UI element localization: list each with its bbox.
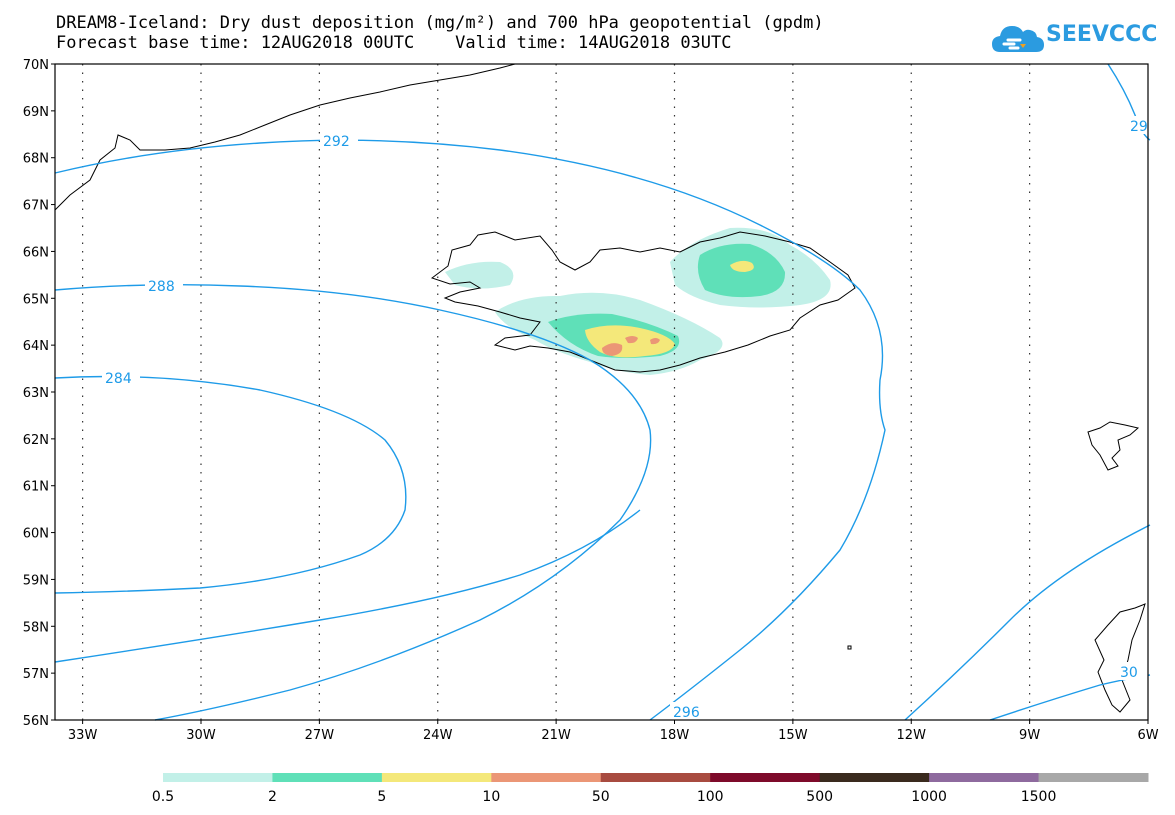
geopotential-contours <box>54 63 1151 721</box>
lon-label: 6W <box>1137 728 1158 743</box>
latitude-axis: 70N 69N 68N 67N 66N 65N 64N 63N 62N 61N 60N 59N 58N 5… <box>23 58 55 729</box>
colorbar-label: 50 <box>592 789 610 805</box>
lon-label: 12W <box>897 728 927 743</box>
lon-label: 18W <box>660 728 690 743</box>
colorbar: 0.5 2 5 10 50 100 500 1000 1500 <box>152 773 1149 805</box>
colorbar-segment <box>710 773 821 782</box>
map-subtitle: Forecast base time: 12AUG2018 00UTC Vali… <box>56 33 732 53</box>
cloud-icon <box>992 26 1044 52</box>
dust-5-north <box>730 260 754 272</box>
lat-label: 61N <box>23 480 49 495</box>
iceland-coast <box>430 231 856 373</box>
colorbar-label: 1500 <box>1021 789 1057 805</box>
lat-label: 64N <box>23 339 49 354</box>
seevccc-logo: SEEVCCC <box>990 18 1157 58</box>
lat-label: 57N <box>23 667 49 682</box>
colorbar-segment <box>272 773 383 782</box>
contour-288 <box>54 283 652 721</box>
lat-label: 67N <box>23 199 49 214</box>
lon-label: 21W <box>541 728 571 743</box>
lat-label: 70N <box>23 58 49 73</box>
lon-label: 9W <box>1019 728 1040 743</box>
map-title: DREAM8-Iceland: Dry dust deposition (mg/… <box>56 13 824 33</box>
lon-label: 27W <box>305 728 335 743</box>
map-frame <box>54 63 1149 721</box>
colorbar-segment <box>491 773 602 782</box>
faroe-coast <box>1087 421 1140 471</box>
colorbar-label: 100 <box>697 789 724 805</box>
contour-284 <box>54 375 407 594</box>
colorbar-segment <box>819 773 930 782</box>
contour-288-lower <box>54 509 641 663</box>
lat-label: 62N <box>23 433 49 448</box>
lat-label: 59N <box>23 573 49 588</box>
colorbar-segment <box>600 773 711 782</box>
colorbar-label: 500 <box>806 789 833 805</box>
lon-label: 15W <box>778 728 808 743</box>
graticule <box>82 64 1031 720</box>
lat-label: 63N <box>23 386 49 401</box>
contour-labels: 292 288 284 296 29 30 <box>102 116 1150 721</box>
lat-label: 60N <box>23 527 49 542</box>
dust-10-c <box>650 338 660 345</box>
lat-label: 65N <box>23 292 49 307</box>
contour-label-30: 30 <box>1120 665 1138 681</box>
lat-label: 66N <box>23 245 49 260</box>
greenland-coast <box>54 63 516 211</box>
colorbar-label: 5 <box>377 789 386 805</box>
longitude-axis: 33W 30W 27W 24W 21W 18W 15W 12W 9W 6W <box>68 720 1159 743</box>
rockall-dot <box>847 645 852 650</box>
colorbar-segment <box>929 773 1040 782</box>
contour-label-292: 292 <box>323 134 350 150</box>
colorbar-label: 2 <box>268 789 277 805</box>
contour-292 <box>54 139 886 721</box>
lat-label: 56N <box>23 714 49 729</box>
colorbar-segment <box>381 773 492 782</box>
lat-label: 69N <box>23 105 49 120</box>
lon-label: 24W <box>423 728 453 743</box>
colorbar-label: 0.5 <box>152 789 174 805</box>
contour-300 <box>989 674 1151 721</box>
colorbar-label: 10 <box>482 789 500 805</box>
coastlines <box>54 63 1146 713</box>
lat-label: 68N <box>23 152 49 167</box>
colorbar-segment <box>1038 773 1149 782</box>
contour-label-29: 29 <box>1130 119 1148 135</box>
contour-label-284: 284 <box>105 371 132 387</box>
dust-10-b <box>625 336 638 344</box>
contour-top-right <box>1107 63 1151 141</box>
lon-label: 30W <box>186 728 216 743</box>
contour-296 <box>904 524 1151 721</box>
dust-area-west <box>445 261 514 289</box>
lon-label: 33W <box>68 728 98 743</box>
colorbar-label: 1000 <box>911 789 947 805</box>
scotland-coast <box>1094 603 1146 713</box>
logo-text: SEEVCCC <box>1046 22 1158 47</box>
dust-shading <box>445 227 831 375</box>
contour-label-296: 296 <box>673 705 700 721</box>
colorbar-segment <box>163 773 273 782</box>
dust-10-a <box>602 343 623 356</box>
contour-label-288: 288 <box>148 279 175 295</box>
lat-label: 58N <box>23 620 49 635</box>
